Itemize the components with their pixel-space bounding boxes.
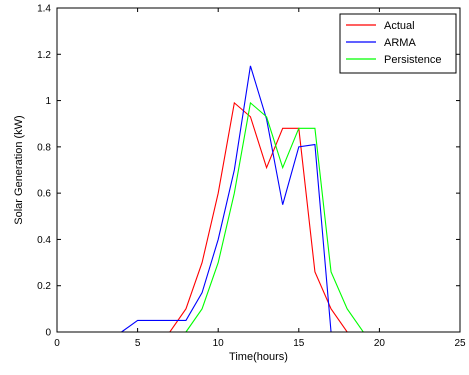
x-tick-label: 15 bbox=[293, 338, 305, 349]
y-tick-label: 1.2 bbox=[37, 50, 51, 61]
x-tick-label: 10 bbox=[213, 338, 225, 349]
y-tick-label: 0.4 bbox=[37, 235, 51, 246]
legend-label-arma: ARMA bbox=[384, 37, 416, 49]
y-tick-label: 0.2 bbox=[37, 281, 51, 292]
tick-layer: 0 5 10 15 20 25 0 0.2 0.4 0.6 0.8 1 1.2 1.4 bbox=[37, 4, 466, 350]
x-tick-label: 20 bbox=[374, 338, 386, 349]
legend-label-persistence: Persistence bbox=[384, 54, 441, 66]
legend-box bbox=[339, 13, 457, 74]
axis-frame bbox=[56, 7, 461, 333]
x-axis-label: Time(hours) bbox=[229, 351, 288, 363]
legend: Actual ARMA Persistence bbox=[339, 13, 457, 74]
x-tick-label: 0 bbox=[54, 338, 60, 349]
x-tick-label: 5 bbox=[135, 338, 141, 349]
x-tick-label: 25 bbox=[454, 338, 466, 349]
legend-label-actual: Actual bbox=[384, 20, 415, 32]
y-tick-label: 0.6 bbox=[37, 189, 51, 200]
y-tick-label: 0 bbox=[45, 328, 51, 339]
y-tick-label: 1 bbox=[45, 96, 51, 107]
y-tick-label: 0.8 bbox=[37, 142, 51, 153]
y-axis-label: Solar Generation (kW) bbox=[13, 115, 25, 224]
y-tick-label: 1.4 bbox=[37, 4, 51, 15]
axes-box bbox=[56, 7, 461, 333]
